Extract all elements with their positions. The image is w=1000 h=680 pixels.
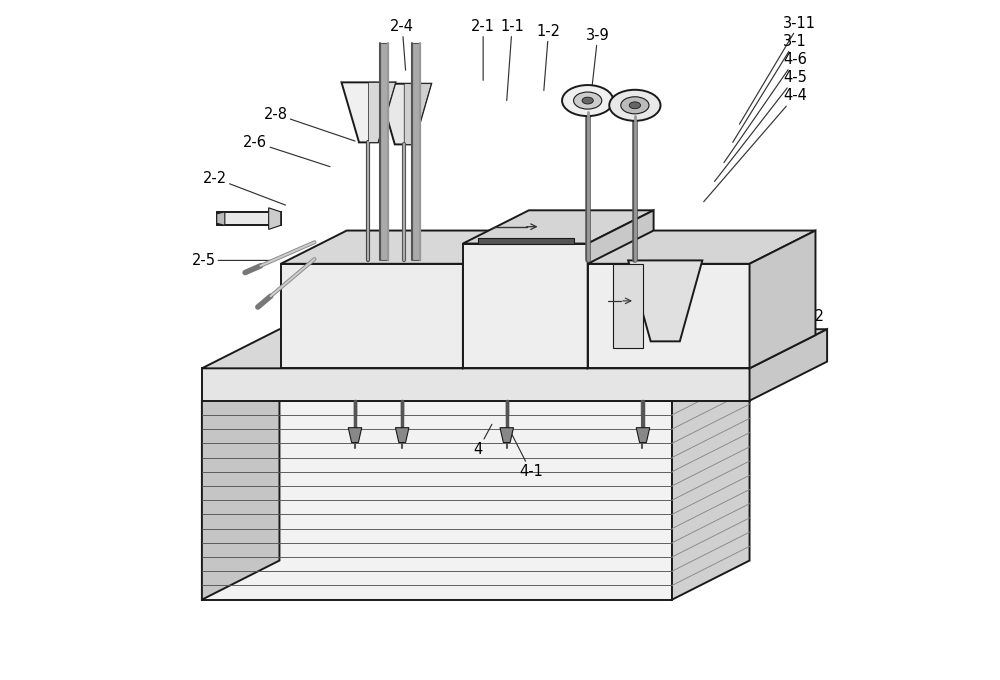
Polygon shape	[463, 231, 529, 369]
Text: 2-6: 2-6	[243, 135, 330, 167]
Text: 2-2: 2-2	[203, 171, 286, 205]
Polygon shape	[348, 428, 362, 443]
Polygon shape	[202, 362, 750, 401]
Text: 2-1: 2-1	[471, 19, 495, 80]
Polygon shape	[368, 82, 395, 142]
Text: 4-7: 4-7	[559, 328, 613, 356]
Polygon shape	[217, 212, 225, 225]
Text: 2-8: 2-8	[264, 107, 355, 141]
Polygon shape	[588, 210, 654, 369]
Polygon shape	[750, 231, 815, 369]
Polygon shape	[202, 329, 827, 369]
Ellipse shape	[574, 92, 602, 109]
Text: 3-9: 3-9	[586, 28, 610, 96]
Polygon shape	[380, 44, 388, 260]
Text: 1-1: 1-1	[500, 19, 524, 101]
Polygon shape	[588, 231, 815, 264]
Ellipse shape	[629, 102, 641, 109]
Polygon shape	[478, 238, 574, 243]
Polygon shape	[377, 84, 431, 144]
Polygon shape	[750, 329, 827, 401]
Text: 4: 4	[474, 424, 492, 457]
Ellipse shape	[609, 90, 661, 121]
Polygon shape	[636, 428, 650, 443]
Text: 2-4: 2-4	[390, 19, 414, 70]
Text: 3-1: 3-1	[733, 34, 807, 142]
Polygon shape	[202, 369, 750, 401]
Polygon shape	[202, 362, 279, 600]
Text: 4-6: 4-6	[724, 52, 807, 163]
Polygon shape	[281, 264, 463, 369]
Polygon shape	[628, 260, 702, 341]
Polygon shape	[202, 401, 672, 600]
Text: 4-5: 4-5	[714, 70, 807, 182]
Text: 2-4: 2-4	[360, 345, 402, 378]
Ellipse shape	[562, 85, 613, 116]
Polygon shape	[217, 212, 281, 225]
Ellipse shape	[621, 97, 649, 114]
Polygon shape	[404, 84, 431, 144]
Text: 4-4: 4-4	[704, 88, 807, 202]
Polygon shape	[463, 210, 654, 243]
Polygon shape	[281, 231, 529, 264]
Text: 4-3: 4-3	[766, 326, 824, 344]
Polygon shape	[412, 44, 420, 260]
Polygon shape	[588, 264, 750, 369]
Text: 2-5: 2-5	[191, 253, 274, 268]
Text: 3-11: 3-11	[739, 16, 816, 124]
Polygon shape	[500, 428, 513, 443]
Polygon shape	[613, 264, 643, 348]
Text: 4-1: 4-1	[507, 424, 543, 479]
Polygon shape	[269, 208, 281, 229]
Text: 4-2: 4-2	[766, 307, 824, 324]
Polygon shape	[672, 362, 750, 600]
Polygon shape	[342, 82, 395, 142]
Text: 1-2: 1-2	[537, 24, 561, 90]
Polygon shape	[463, 243, 588, 369]
Polygon shape	[395, 428, 409, 443]
Ellipse shape	[582, 97, 593, 104]
